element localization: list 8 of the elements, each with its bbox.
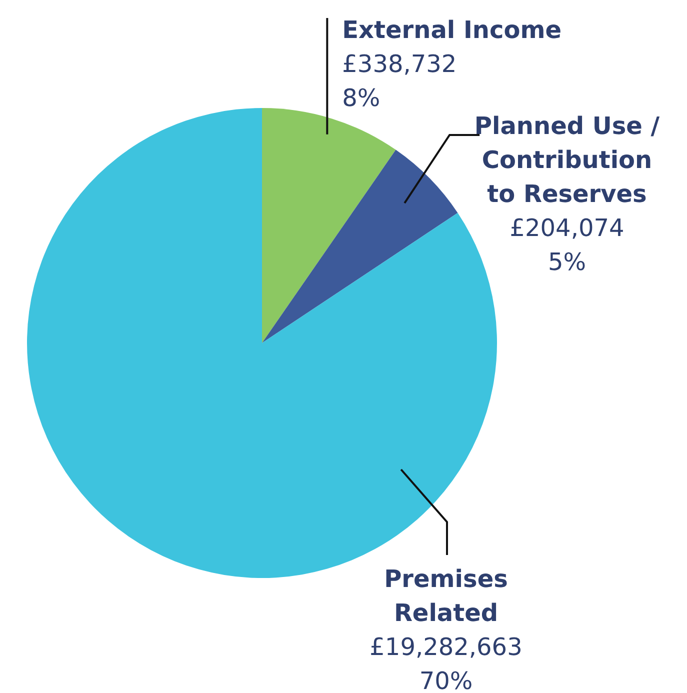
data-label: £338,732 8% [342, 50, 457, 112]
data-label: £204,074 5% [510, 214, 624, 276]
data-label: £19,282,663 70% [370, 633, 522, 693]
pie-slice [262, 108, 396, 343]
slice-label: Premises Related [384, 565, 508, 627]
slice-label: External Income [342, 16, 562, 44]
slice-label: Planned Use / Contribution to Reserves [474, 112, 660, 208]
pie-slice [262, 150, 458, 343]
